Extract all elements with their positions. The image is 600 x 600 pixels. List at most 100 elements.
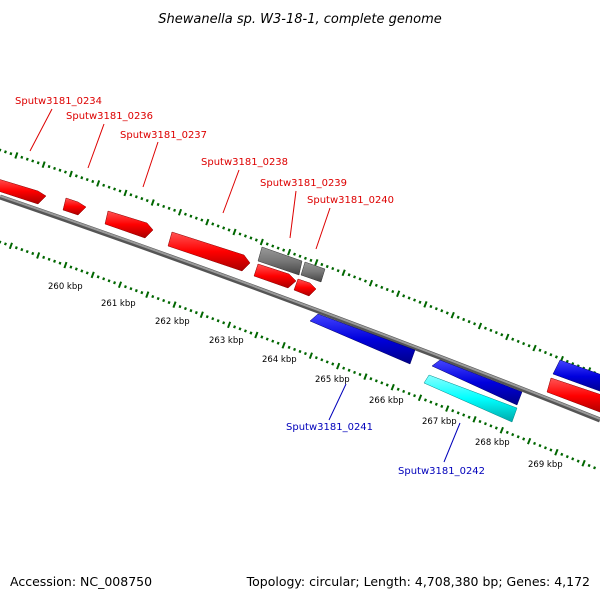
minor-tick [194,311,198,315]
minor-tick [533,441,537,445]
gene-sputw3181-0239-rna[interactable] [257,246,303,276]
minor-tick [167,206,171,210]
minor-tick [554,355,558,359]
minor-tick [85,178,89,182]
major-tick [450,311,455,319]
gene-sputw3181-0234[interactable] [0,178,47,205]
minor-tick [129,193,133,197]
minor-tick [107,185,111,189]
major-tick [254,331,259,339]
gene-label-sputw3181-0240[interactable]: Sputw3181_0240 [307,195,394,206]
minor-tick [462,317,466,322]
minor-tick [380,285,384,290]
minor-tick [391,290,395,294]
minor-tick [222,226,226,230]
major-tick [96,180,101,187]
minor-tick [189,214,193,218]
gene-label-sputw3181-0242[interactable]: Sputw3181_0242 [398,466,485,477]
minor-tick [500,333,504,337]
gene-sputw3181-0242[interactable] [423,374,518,423]
minor-tick [402,294,406,298]
scale-label-267: 267 kbp [422,417,457,427]
minor-tick [102,277,106,281]
minor-tick [271,244,275,248]
major-tick [505,333,510,341]
gene-sputw3181-0237[interactable] [104,210,154,239]
minor-tick [516,339,520,344]
gene-reverse-right-edge[interactable] [552,359,600,393]
minor-tick [402,389,406,393]
scale-label-261: 261 kbp [101,299,136,309]
minor-tick [413,298,417,302]
gene-label-sputw3181-0236[interactable]: Sputw3181_0236 [66,111,153,122]
gene-sputw3181-0238[interactable] [167,231,251,272]
minor-tick [31,159,35,163]
minor-tick [462,413,466,417]
gene-label-sputw3181-0234[interactable]: Sputw3181_0234 [15,96,102,107]
gene-sputw3181-0239[interactable] [253,263,297,289]
minor-tick [260,335,264,339]
minor-tick [178,305,182,309]
gene-label-sputw3181-0241[interactable]: Sputw3181_0241 [286,422,373,433]
minor-tick [113,281,117,285]
minor-tick [74,174,78,178]
major-tick [526,437,532,445]
scale-label-263: 263 kbp [209,336,244,346]
scale-label-262: 262 kbp [155,317,190,327]
minor-tick [211,317,215,321]
minor-tick [385,287,389,292]
minor-tick [358,372,362,377]
major-tick [150,199,155,206]
minor-tick [407,391,411,396]
minor-tick [249,236,253,240]
major-tick [199,311,204,319]
minor-tick [243,234,247,238]
minor-tick [276,341,280,345]
major-tick [581,459,586,467]
minor-tick [134,195,138,199]
minor-tick [413,394,417,398]
minor-tick [429,304,433,309]
gene-label-sputw3181-0238[interactable]: Sputw3181_0238 [201,157,288,168]
minor-tick [265,242,269,246]
reverse-callout-lines [328,383,461,463]
minor-tick [47,257,51,261]
minor-tick [140,197,144,201]
minor-tick [456,315,460,319]
minor-tick [325,360,329,364]
gene-label-sputw3181-0237[interactable]: Sputw3181_0237 [120,130,207,141]
minor-tick [47,164,51,169]
scale-label-269: 269 kbp [528,460,563,470]
minor-tick [549,448,553,452]
minor-tick [587,463,591,468]
major-tick [308,352,313,359]
gene-sputw3181-0240[interactable] [293,278,317,297]
minor-tick [565,359,569,364]
gene-forward-right-edge[interactable] [546,377,600,414]
minor-tick [505,430,509,435]
minor-tick [440,309,444,313]
minor-tick [249,331,253,335]
gene-label-sputw3181-0239[interactable]: Sputw3181_0239 [260,178,347,189]
gene-reverse-block[interactable] [431,359,523,406]
minor-tick [516,435,520,439]
major-tick [472,416,477,423]
gene-sputw3181-0236[interactable] [62,197,87,216]
inner-tick-ring [0,240,597,470]
major-tick [396,290,401,298]
minor-tick [200,218,204,222]
minor-tick [20,155,24,159]
minor-tick [118,189,122,193]
gene-sputw3181-0241[interactable] [309,313,416,365]
major-tick [123,189,128,197]
scale-label-268: 268 kbp [475,438,510,448]
minor-tick [434,402,438,406]
minor-tick [483,422,487,426]
minor-tick [353,275,357,279]
minor-tick [102,183,106,187]
gene-sputw3181-0240-rna[interactable] [300,261,326,283]
minor-tick [42,255,46,259]
scale-label-264: 264 kbp [262,355,297,365]
minor-tick [522,341,526,346]
minor-tick [20,248,24,252]
